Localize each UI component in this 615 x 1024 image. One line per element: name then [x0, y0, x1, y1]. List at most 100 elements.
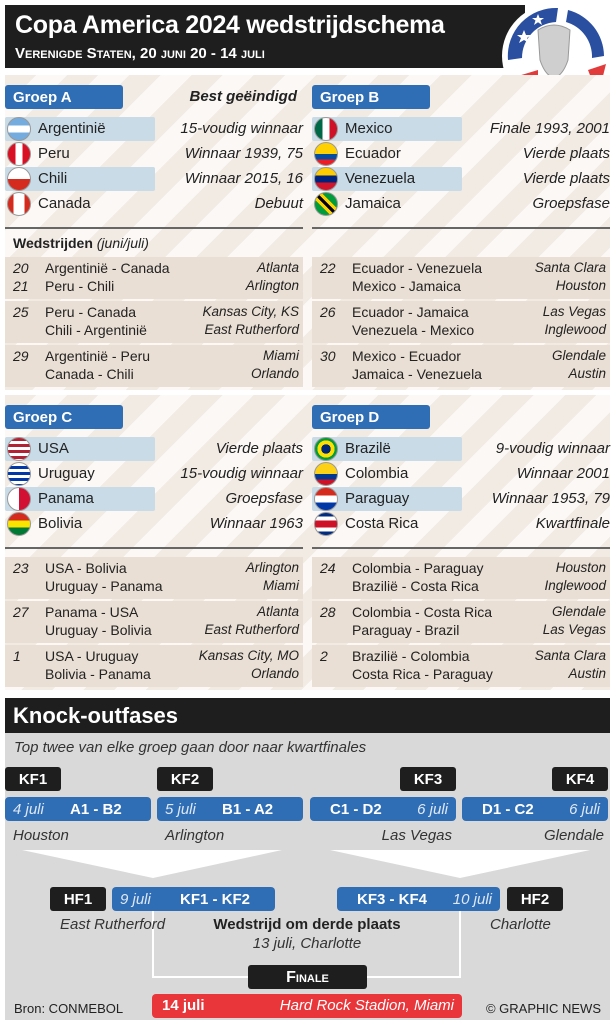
page-subtitle: Verenigde Staten, 20 juni 20 - 14 juli: [15, 45, 265, 62]
quarterfinal-match: 5 juli B1 - A2: [157, 797, 303, 821]
semifinal-match: 9 juli KF1 - KF2: [112, 887, 275, 911]
bolivia-flag-icon: [7, 512, 31, 536]
match-day: 30: [320, 348, 336, 364]
match-teams: Jamaica - Venezuela: [352, 366, 482, 382]
divider: [312, 547, 610, 549]
match-block: 30 Mexico - Ecuador Glendale Jamaica - Vene…: [312, 345, 610, 387]
match-pairing: D1 - C2: [482, 801, 534, 818]
match-block: 29 Argentinië - Peru Miami Canada - Chili Or…: [5, 345, 303, 387]
final-date: 14 juli: [162, 997, 205, 1014]
quarterfinal-label: KF1: [5, 767, 61, 791]
best-finish-label: Best geëindigd: [189, 88, 297, 105]
third-place-info: 13 juli, Charlotte: [252, 935, 362, 952]
quarterfinal-match: 6 juli D1 - C2: [462, 797, 608, 821]
team-best-finish: Winnaar 1963: [209, 515, 303, 532]
match-venue: Kansas City, KS: [202, 304, 299, 319]
match-date: 6 juli: [569, 801, 600, 818]
ecuador-flag-icon: [314, 142, 338, 166]
match-teams: Brazilië - Costa Rica: [352, 578, 479, 594]
match-venue: Santa Clara: [534, 648, 606, 663]
team-best-finish: Groepsfase: [225, 490, 303, 507]
match-teams: Peru - Canada: [45, 304, 137, 320]
paraguay-flag-icon: [314, 487, 338, 511]
team-best-finish: Kwartfinale: [535, 515, 610, 532]
team-row: Bolivia Winnaar 1963: [5, 512, 303, 536]
page-title: Copa America 2024 wedstrijdschema: [15, 11, 445, 39]
match-teams: Argentinië - Peru: [45, 348, 151, 364]
team-best-finish: Groepsfase: [532, 195, 610, 212]
team-name: Bolivia: [38, 515, 83, 532]
match-teams: USA - Uruguay: [45, 648, 139, 664]
match-teams: Mexico - Jamaica: [352, 278, 461, 294]
match-teams: USA - Bolivia: [45, 560, 127, 576]
team-name: Ecuador: [345, 145, 401, 162]
match-block: 20 Argentinië - Canada Atlanta 21 Peru - Chi…: [5, 257, 303, 299]
team-row: Ecuador Vierde plaats: [312, 142, 610, 166]
match-venue: Kansas City, MO: [198, 648, 299, 663]
match-date: 4 juli: [13, 801, 44, 818]
match-venue: Glendale: [551, 348, 606, 363]
match-venue: Orlando: [250, 666, 299, 681]
team-name: Canada: [38, 195, 91, 212]
match-block: 25 Peru - Canada Kansas City, KS Chili - Ar…: [5, 301, 303, 343]
quarterfinal-label: KF2: [157, 767, 213, 791]
title-bar: Copa America 2024 wedstrijdschema Vereni…: [5, 5, 525, 68]
team-row: Chili Winnaar 2015, 16: [5, 167, 303, 191]
panama-flag-icon: [7, 487, 31, 511]
match-venue: Arlington: [245, 560, 299, 575]
match-date: 6 juli: [417, 801, 448, 818]
matches-label: Wedstrijden (juni/juli): [13, 235, 149, 251]
match-pairing: KF3 - KF4: [357, 891, 428, 908]
divider: [312, 227, 610, 229]
match-block: 1 USA - Uruguay Kansas City, MO Bolivia - P…: [5, 645, 303, 687]
semifinal-label: HF2: [507, 887, 563, 911]
brazil-flag-icon: [314, 437, 338, 461]
knockout-intro: Top twee van elke groep gaan door naar k…: [14, 739, 367, 756]
match-pairing: B1 - A2: [222, 801, 274, 818]
match-venue: Glendale: [551, 604, 606, 619]
team-row: Panama Groepsfase: [5, 487, 303, 511]
match-day: 27: [13, 604, 29, 620]
match-day: 22: [320, 260, 336, 276]
team-best-finish: 15-voudig winnaar: [180, 465, 303, 482]
match-venue: East Rutherford: [204, 322, 299, 337]
team-best-finish: Winnaar 1953, 79: [491, 490, 610, 507]
team-row: Canada Debuut: [5, 192, 303, 216]
match-venue: Houston: [555, 560, 606, 575]
quarterfinal-label: KF4: [552, 767, 608, 791]
match-teams: Chili - Argentinië: [45, 322, 147, 338]
match-date: 5 juli: [165, 801, 196, 818]
match-teams: Ecuador - Jamaica: [352, 304, 469, 320]
credit-text: © GRAPHIC NEWS: [485, 1001, 601, 1016]
match-date: 9 juli: [120, 891, 151, 908]
match-venue: Atlanta: [256, 604, 299, 619]
team-name: Colombia: [345, 465, 409, 482]
quarterfinal-match: 4 juli A1 - B2: [5, 797, 151, 821]
match-teams: Panama - USA: [45, 604, 139, 620]
match-teams: Mexico - Ecuador: [352, 348, 461, 364]
match-day: 1: [13, 648, 21, 664]
argentina-flag-icon: [7, 117, 31, 141]
costarica-flag-icon: [314, 512, 338, 536]
match-block: 24 Colombia - Paraguay Houston Brazilië - C…: [312, 557, 610, 599]
team-name: Brazilë: [345, 440, 391, 457]
match-day: 21: [13, 278, 29, 294]
match-city: Charlotte: [490, 916, 551, 933]
match-block: 28 Colombia - Costa Rica Glendale Paraguay …: [312, 601, 610, 643]
match-venue: Austin: [568, 366, 606, 381]
divider: [5, 547, 303, 549]
match-teams: Uruguay - Bolivia: [45, 622, 152, 638]
match-venue: East Rutherford: [204, 622, 299, 637]
match-pairing: A1 - B2: [70, 801, 122, 818]
team-best-finish: Vierde plaats: [522, 145, 610, 162]
match-city: Glendale: [543, 827, 604, 844]
match-day: 26: [320, 304, 336, 320]
canada-flag-icon: [7, 192, 31, 216]
match-venue: Atlanta: [256, 260, 299, 275]
match-teams: Brazilië - Colombia: [352, 648, 470, 664]
final-match: 14 juli Hard Rock Stadion, Miami: [152, 994, 462, 1018]
jamaica-flag-icon: [314, 192, 338, 216]
team-row: USA Vierde plaats: [5, 437, 303, 461]
match-block: 2 Brazilië - Colombia Santa Clara Costa Ric…: [312, 645, 610, 687]
match-city: Las Vegas: [381, 827, 452, 844]
